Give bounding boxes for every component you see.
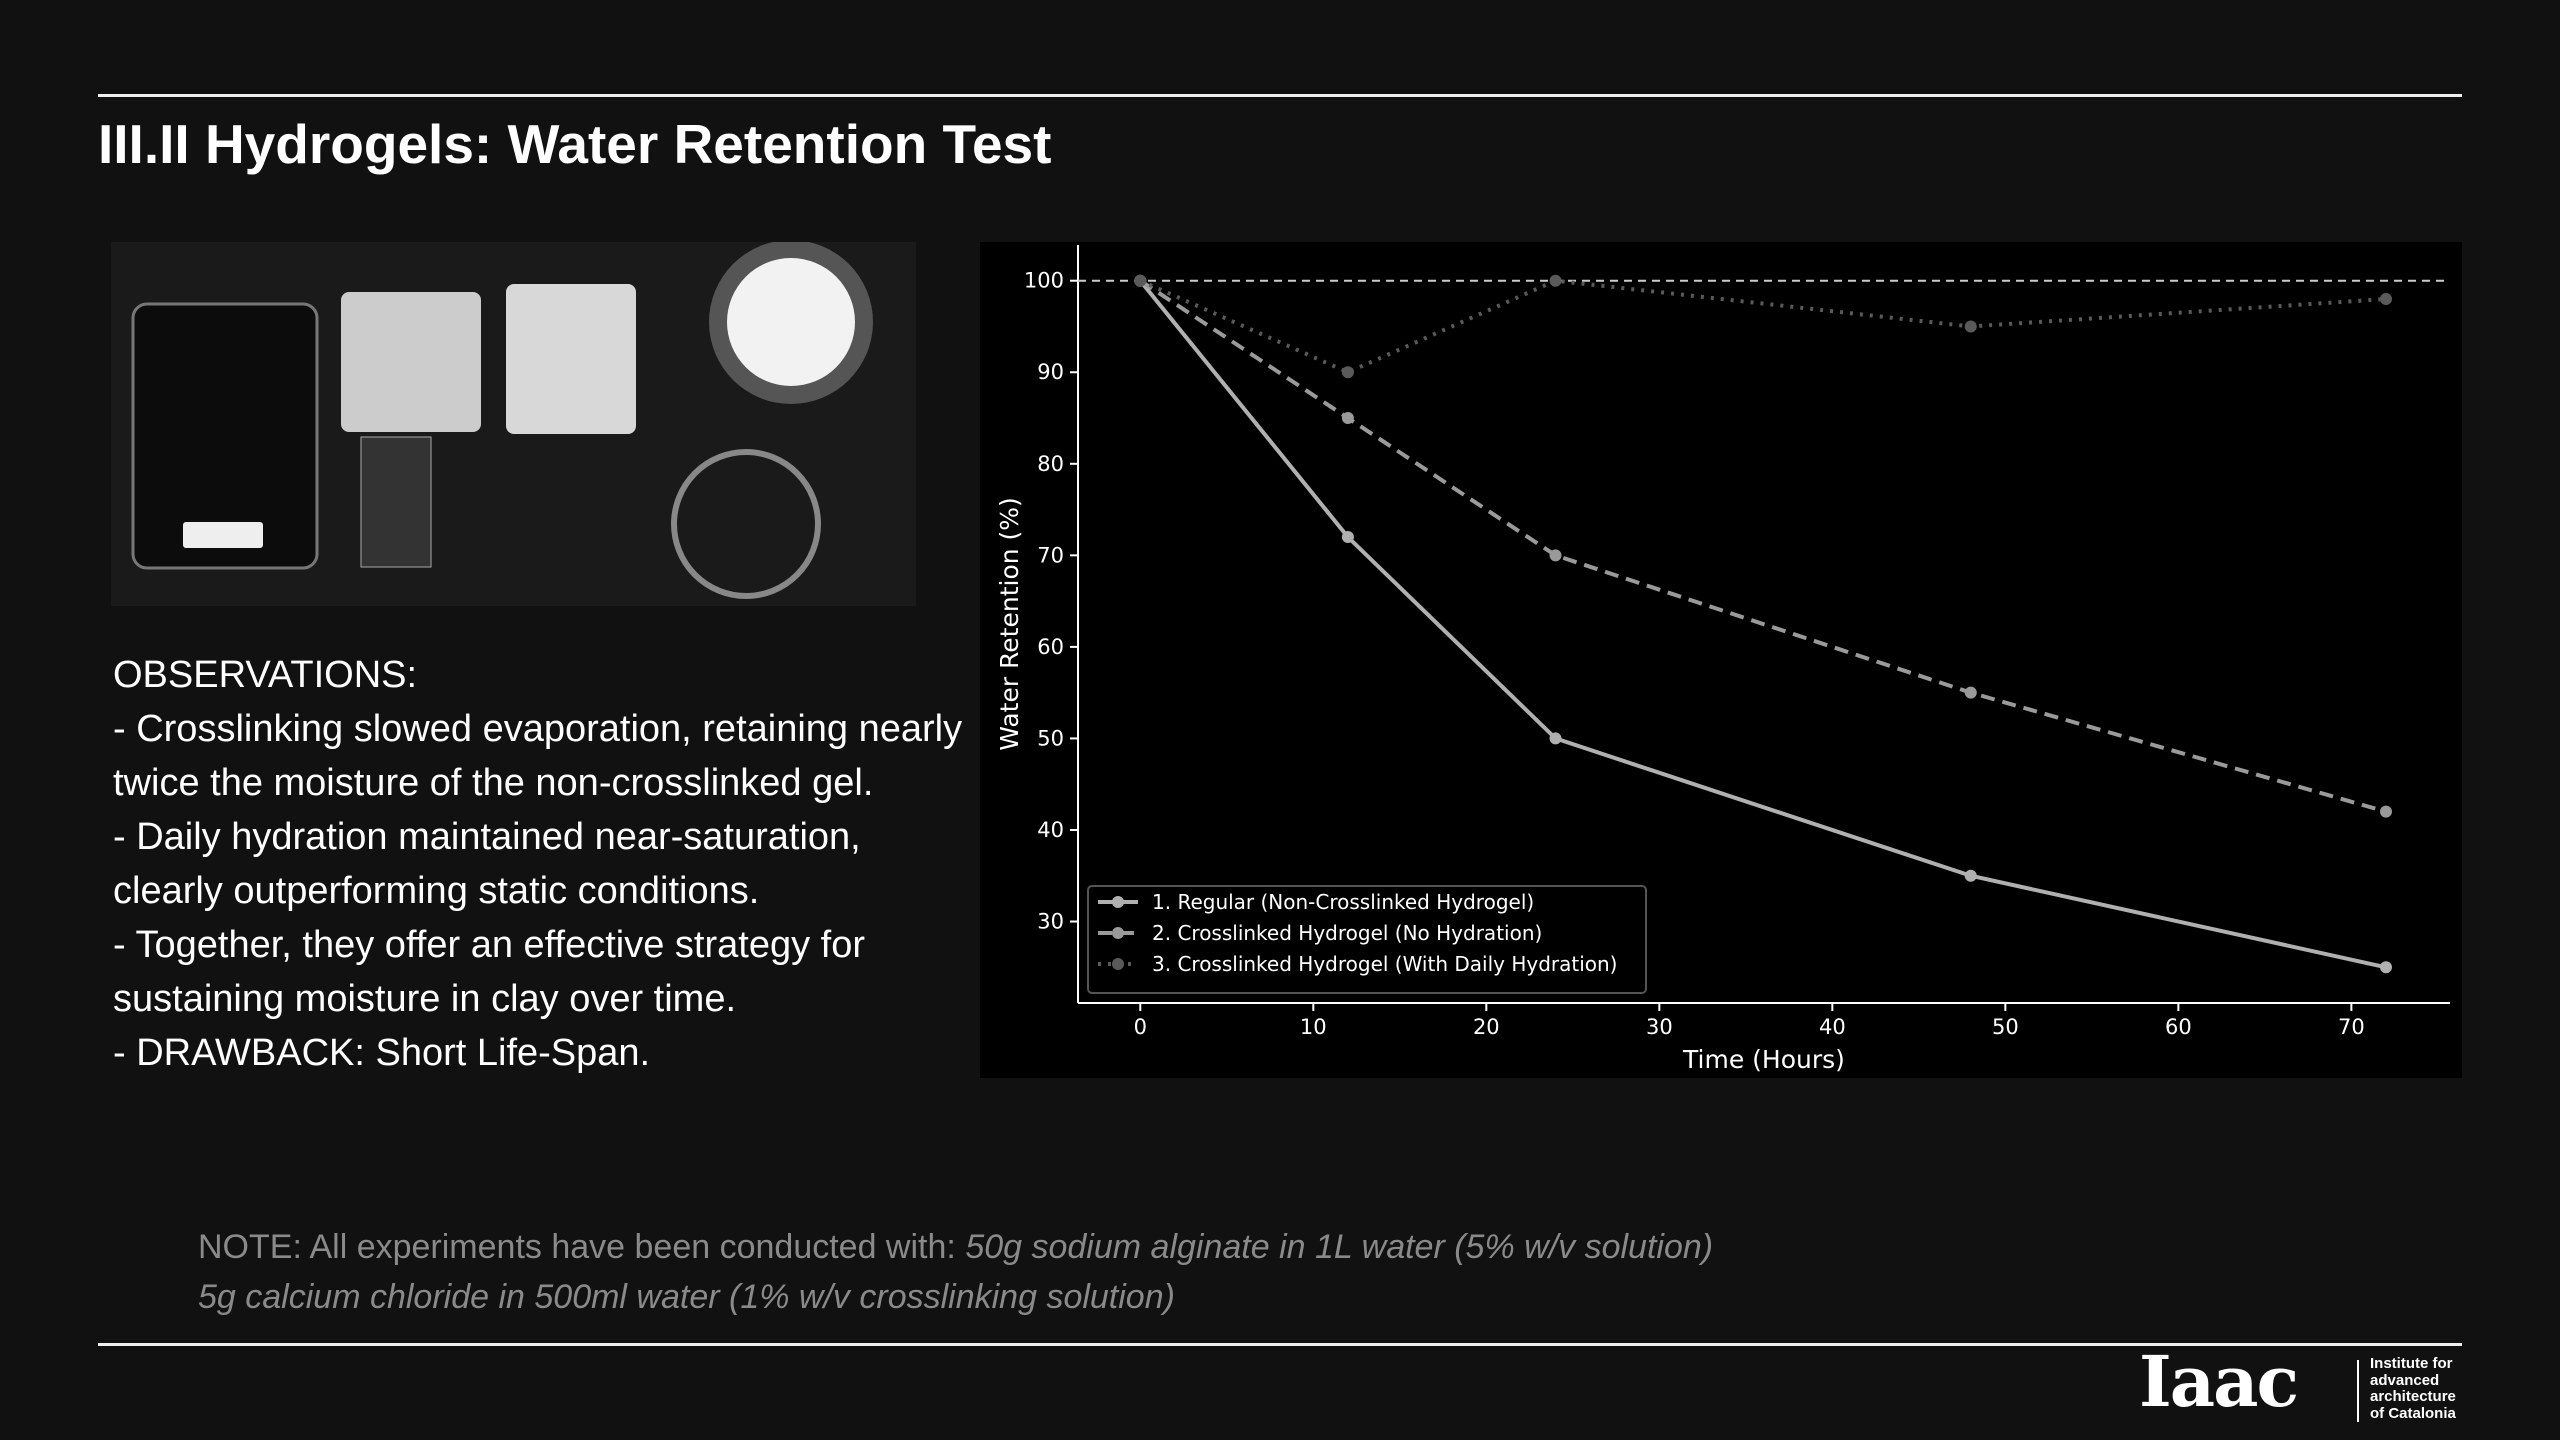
data-point [1341,366,1354,379]
note: NOTE: All experiments have been conducte… [198,1222,1713,1322]
logo-mark: Iaac [2139,1340,2299,1423]
data-point [2379,293,2392,306]
top-rule [98,94,2462,97]
data-point [1549,274,1562,287]
logo-line: of Catalonia [2370,1404,2456,1422]
logo-divider [2357,1360,2359,1422]
y-tick-label: 40 [1037,818,1064,842]
legend-label: 2. Crosslinked Hydrogel (No Hydration) [1152,921,1542,945]
observations: OBSERVATIONS: - Crosslinking slowed evap… [113,648,963,1080]
bottom-rule [98,1343,2462,1346]
note-line: 5g calcium chloride in 500ml water (1% w… [198,1278,1175,1316]
observation: - Daily hydration maintained near-satura… [113,816,861,912]
y-tick-label: 30 [1037,910,1064,934]
data-point [1964,686,1977,699]
logo-line: Institute for [2370,1355,2453,1372]
legend-label: 1. Regular (Non-Crosslinked Hydrogel) [1152,890,1534,914]
legend-marker [1112,927,1124,939]
x-tick-label: 20 [1473,1015,1500,1039]
data-point [1964,869,1977,882]
x-tick-label: 60 [2165,1015,2192,1039]
y-tick-label: 70 [1037,543,1064,567]
note-label: NOTE: All experiments have been conducte… [198,1228,956,1266]
chart: 30 40 50 60 70 80 90 100 0 10 20 30 40 50 60 70 Time (Ho… [980,242,2462,1078]
observations-heading: OBSERVATIONS: [113,654,418,696]
photo [111,242,916,606]
y-tick-label: 100 [1024,269,1064,293]
data-point [1341,412,1354,425]
logo-line: advanced [2370,1371,2440,1389]
data-point [1549,549,1562,562]
logo-line: architecture [2370,1388,2456,1405]
y-tick-label: 90 [1037,360,1064,384]
observation: - Crosslinking slowed evaporation, retai… [113,708,963,804]
x-tick-label: 30 [1646,1015,1673,1039]
data-point [1341,531,1354,544]
legend-marker [1112,896,1124,908]
observation: - Together, they offer an effective stra… [113,924,866,1020]
legend-marker [1112,958,1124,970]
observation: - DRAWBACK: Short Life-Span. [113,1032,651,1074]
y-tick-label: 80 [1037,452,1064,476]
x-tick-label: 40 [1819,1015,1846,1039]
legend-box [1087,885,1647,994]
data-point [1964,320,1977,333]
x-tick-label: 0 [1134,1015,1147,1039]
legend-label: 3. Crosslinked Hydrogel (With Daily Hydr… [1152,952,1617,976]
data-point [1134,274,1147,287]
y-tick-label: 50 [1037,726,1064,750]
note-line: 50g sodium alginate in 1L water (5% w/v … [965,1228,1714,1266]
data-point [2379,961,2392,974]
data-point [2379,805,2392,818]
y-tick-label: 60 [1037,635,1064,659]
series-line [1139,278,2387,375]
y-axis-label: Water Retention (%) [995,497,1024,751]
x-axis-label: Time (Hours) [1682,1045,1845,1074]
x-tick-label: 50 [1992,1015,2019,1039]
x-tick-label: 10 [1300,1015,1327,1039]
data-point [1549,732,1562,745]
slide-title: III.II Hydrogels: Water Retention Test [98,113,1052,175]
x-tick-label: 70 [2338,1015,2365,1039]
logo-text: Institute for advanced architecture of C… [2370,1355,2456,1422]
